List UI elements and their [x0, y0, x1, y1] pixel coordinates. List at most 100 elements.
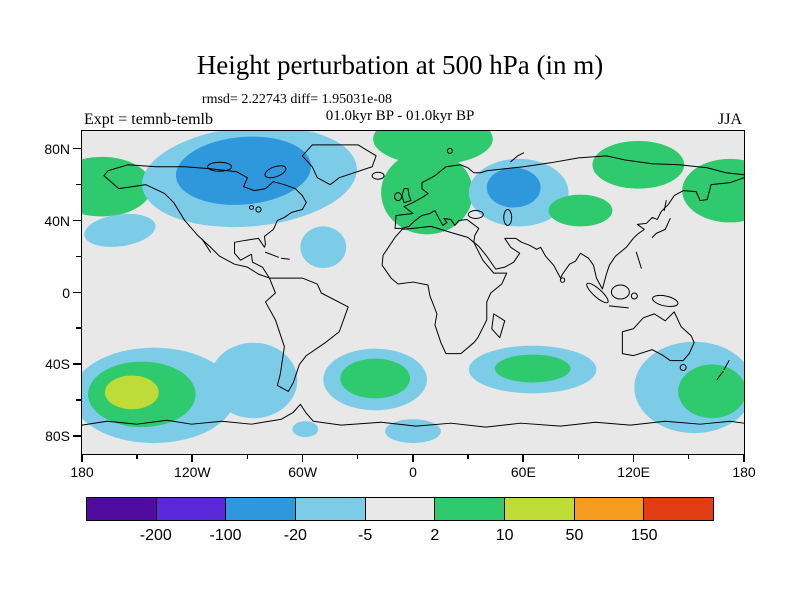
anomaly-region-antarctic-coast-greenwich	[385, 419, 441, 444]
x-axis-tick	[467, 454, 469, 459]
colorbar-tick-label: -20	[283, 527, 307, 544]
colorbar-cell	[643, 497, 715, 521]
anomaly-region-subtropical-north-atlantic	[300, 226, 347, 269]
y-axis-tick	[75, 255, 81, 258]
anomaly-region-south-indian-core	[494, 354, 571, 383]
world-map-svg	[82, 131, 744, 454]
anomaly-blob-layer	[82, 131, 744, 444]
plot-title: Height perturbation at 500 hPa (in m)	[196, 50, 604, 80]
map-area: 80N 40N 0 40S 80S 180 120W 60W 0 60E 120E 180	[44, 130, 756, 480]
anomaly-region-south-pacific-core	[104, 375, 159, 410]
y-axis-tick	[72, 219, 81, 222]
coastline-japan	[651, 217, 671, 238]
y-axis-tick-label: 80S	[45, 428, 70, 445]
y-axis-tick	[72, 147, 81, 150]
colorbar-cell	[573, 497, 645, 521]
colorbar-cell	[295, 497, 366, 521]
coastline-sakhalin	[663, 200, 667, 212]
colorbar-cell	[504, 497, 575, 521]
colorbar-cell	[364, 497, 436, 521]
anomaly-region-us-west-coast	[84, 213, 156, 247]
colorbar-cell	[155, 497, 227, 521]
y-axis-tick-label: 80N	[44, 140, 70, 157]
coastline-great-lakes-2	[248, 205, 254, 211]
coastline-svalbard	[446, 147, 453, 154]
y-axis-tick-label: 0	[62, 284, 70, 301]
experiment-label: Expt = temnb-temlb	[84, 111, 213, 128]
coastline-antarctica	[82, 403, 744, 428]
coastline-sri-lanka	[559, 277, 566, 283]
coastline-eurasia	[394, 155, 744, 290]
coastline-new-guinea	[652, 294, 679, 307]
coastline-philippines	[635, 251, 642, 269]
x-axis-tick-label: 180	[70, 464, 94, 480]
period-annotation: 01.0kyr BP - 01.0kyr BP	[325, 108, 475, 124]
x-axis-tick-label: 120W	[174, 464, 211, 480]
anomaly-region-east-siberia	[592, 140, 685, 189]
coastline-baffin-island	[264, 165, 287, 179]
coastline-novaya-zemlya	[510, 152, 525, 163]
coastline-africa	[381, 225, 508, 355]
y-axis-tick-label: 40N	[44, 212, 70, 229]
coastlines-layer	[82, 144, 744, 428]
anomaly-region-antarctic-coast-west	[292, 421, 319, 438]
coastline-victoria-island	[207, 161, 233, 172]
y-axis-tick	[72, 363, 81, 365]
anomaly-region-arctic-above-scandinavia	[373, 131, 493, 165]
y-axis-tick	[72, 291, 81, 293]
coastline-north-america	[103, 164, 307, 279]
x-axis-tick-label: 0	[409, 464, 417, 480]
y-axis-tick-label: 40S	[45, 356, 70, 373]
x-axis-tick	[136, 454, 138, 459]
x-axis-tick	[632, 454, 635, 462]
colorbar-tick-label: -200	[139, 527, 172, 544]
coastline-britain	[401, 188, 412, 204]
coastline-greenland	[301, 144, 377, 186]
stats-annotation: rmsd= 2.22743 diff= 1.95031e-08	[201, 92, 393, 107]
x-axis-tick	[301, 454, 304, 462]
x-axis-tick	[687, 454, 690, 459]
colorbar-tick-label: 2	[430, 527, 440, 544]
colorbar-tick-label: 150	[630, 527, 658, 544]
x-axis-tick	[191, 454, 193, 462]
y-axis-tick	[72, 435, 81, 437]
x-axis-tick	[246, 454, 248, 459]
anomaly-region-southern-south-america	[209, 342, 298, 419]
coastline-borneo	[610, 284, 630, 300]
coastline-tasmania	[679, 364, 687, 372]
x-axis-tick-label: 60W	[288, 464, 318, 480]
y-axis-tick	[75, 399, 81, 401]
coastline-new-zealand	[716, 360, 730, 380]
coastline-java	[608, 305, 629, 309]
x-axis-tick-label: 180	[732, 464, 756, 480]
x-axis-tick	[412, 454, 414, 462]
coastline-sumatra	[586, 282, 609, 304]
colorbar: -200 -100 -20 -5 2 10 50 150	[86, 497, 715, 544]
coastline-ireland	[394, 192, 403, 202]
x-axis-tick-label: 60E	[510, 464, 536, 480]
x-axis-tick	[522, 454, 524, 462]
coastline-madagascar	[491, 313, 506, 339]
x-axis-tick	[577, 454, 579, 459]
coastline-cuba	[264, 251, 279, 258]
colorbar-tick-label: -100	[209, 527, 242, 544]
anomaly-region-southeast-pacific-right-edge-core	[678, 364, 744, 419]
coastline-south-america	[264, 277, 349, 392]
coastline-black-sea	[467, 210, 484, 219]
colorbar-tick-label: 50	[565, 527, 584, 544]
anomaly-region-central-asia	[548, 194, 613, 227]
coastline-caspian-sea	[503, 209, 513, 226]
colorbar-tick-label: -5	[357, 527, 373, 544]
y-axis-tick	[75, 327, 81, 329]
anomaly-region-west-russia-core	[486, 167, 541, 208]
x-axis-tick	[743, 454, 745, 462]
coastline-hispaniola	[280, 257, 290, 260]
x-axis-tick-label: 120E	[617, 464, 650, 480]
anomaly-region-south-atlantic-core	[340, 358, 411, 399]
season-label: JJA	[717, 111, 742, 128]
coastline-iceland	[371, 171, 385, 180]
colorbar-cell	[86, 497, 157, 521]
coastline-australia	[621, 311, 695, 362]
y-axis-tick	[75, 183, 81, 186]
